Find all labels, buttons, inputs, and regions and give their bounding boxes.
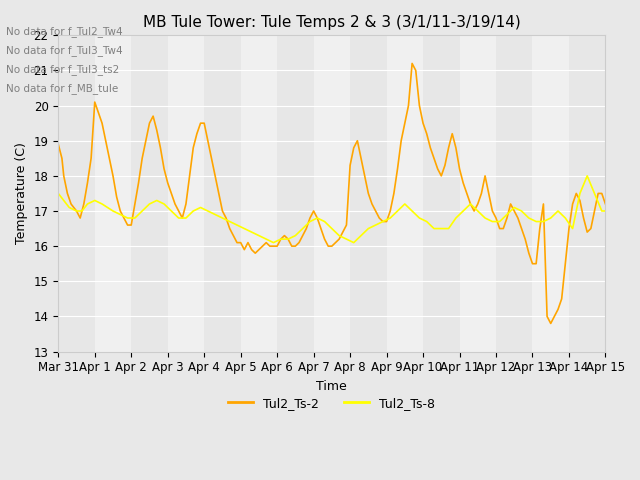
Tul2_Ts-8 [299,226,307,231]
Tul2_Ts-2 [54,142,62,147]
Tul2_Ts-8 [160,201,168,207]
Line: Tul2_Ts-8: Tul2_Ts-8 [58,176,605,242]
Bar [496,36,532,351]
Y-axis label: Temperature (C): Temperature (C) [15,143,28,244]
Bar [350,36,387,351]
Bar [277,36,314,351]
Tul2_Ts-8 [365,226,372,231]
Text: No data for f_Tul3_ts2: No data for f_Tul3_ts2 [6,64,120,75]
X-axis label: Time: Time [317,380,348,393]
Text: No data for f_Tul2_Tw4: No data for f_Tul2_Tw4 [6,25,123,36]
Tul2_Ts-2 [387,208,394,214]
Tul2_Ts-8 [269,240,277,245]
Tul2_Ts-8 [284,236,292,242]
Bar [423,36,460,351]
Bar [58,36,95,351]
Tul2_Ts-8 [233,222,241,228]
Text: MB_tule: MB_tule [69,366,75,368]
Tul2_Ts-2 [401,120,409,126]
Tul2_Ts-8 [602,208,609,214]
Text: No data for f_Tul3_Tw4: No data for f_Tul3_Tw4 [6,45,123,56]
Tul2_Ts-2 [321,236,328,242]
Tul2_Ts-2 [547,321,555,326]
Tul2_Ts-2 [441,162,449,168]
Legend: Tul2_Ts-2, Tul2_Ts-8: Tul2_Ts-2, Tul2_Ts-8 [223,392,440,415]
Bar [131,36,168,351]
Tul2_Ts-8 [54,191,62,196]
Text: No data for f_MB_tule: No data for f_MB_tule [6,83,118,94]
Tul2_Ts-8 [583,173,591,179]
Bar [204,36,241,351]
Tul2_Ts-2 [248,247,255,252]
Title: MB Tule Tower: Tule Temps 2 & 3 (3/1/11-3/19/14): MB Tule Tower: Tule Temps 2 & 3 (3/1/11-… [143,15,521,30]
Tul2_Ts-8 [241,226,248,231]
Tul2_Ts-2 [598,191,605,196]
Tul2_Ts-2 [602,201,609,207]
Line: Tul2_Ts-2: Tul2_Ts-2 [58,63,605,324]
Bar [569,36,605,351]
Tul2_Ts-2 [408,60,416,66]
